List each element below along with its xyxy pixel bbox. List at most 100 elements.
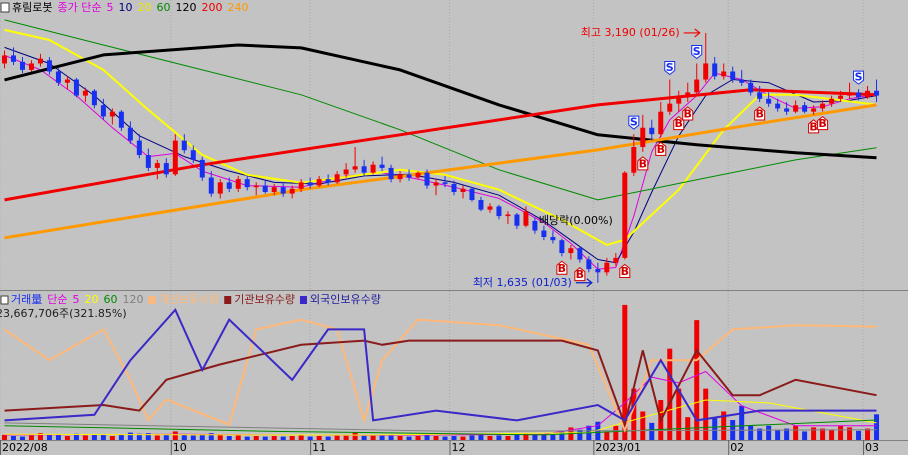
candle-body bbox=[721, 71, 727, 77]
candle-body bbox=[388, 167, 394, 180]
volume-bar bbox=[82, 435, 88, 440]
volume-bar bbox=[775, 429, 781, 440]
candle-body bbox=[874, 90, 880, 96]
signal-marker bbox=[628, 115, 640, 130]
volume-bar bbox=[298, 435, 304, 440]
volume-bar bbox=[811, 427, 817, 440]
signal-label: S bbox=[855, 71, 863, 84]
volume-bar bbox=[496, 435, 502, 440]
candle-body bbox=[478, 200, 484, 210]
volume-bar bbox=[424, 435, 430, 440]
volume-bar bbox=[1, 434, 7, 440]
candle-body bbox=[838, 95, 844, 99]
candle-body bbox=[271, 187, 277, 192]
candle-body bbox=[37, 58, 43, 64]
candle-body bbox=[550, 236, 556, 241]
candle-body bbox=[793, 105, 799, 112]
candle-body bbox=[622, 172, 628, 258]
candle-body bbox=[334, 174, 340, 183]
volume-bar bbox=[622, 304, 628, 440]
volume-bar bbox=[154, 435, 160, 440]
signal-marker bbox=[664, 61, 676, 76]
candle-body bbox=[586, 259, 592, 270]
volume-bar bbox=[217, 434, 223, 440]
volume-bar bbox=[649, 422, 655, 440]
legend-title: 거래量 bbox=[11, 293, 42, 306]
candle-body bbox=[172, 140, 178, 175]
volume-bar bbox=[343, 434, 349, 440]
candle-body bbox=[820, 103, 826, 109]
annotation-arrow bbox=[575, 278, 593, 288]
x-tick-label: 11 bbox=[312, 441, 326, 454]
signal-marker bbox=[637, 156, 649, 171]
candle-body bbox=[280, 187, 286, 194]
signal-label: B bbox=[809, 120, 817, 133]
candle-body bbox=[595, 269, 601, 273]
volume-bar bbox=[379, 435, 385, 440]
candle-body bbox=[568, 248, 574, 254]
volume-bar bbox=[577, 429, 583, 440]
volume-bar bbox=[91, 434, 97, 440]
candle-body bbox=[856, 92, 862, 98]
candle-body bbox=[64, 79, 70, 83]
annotation: 배당락(0.00%) bbox=[539, 214, 613, 227]
x-tick-label: 12 bbox=[452, 441, 466, 454]
volume-bar bbox=[181, 434, 187, 440]
candle-body bbox=[226, 182, 232, 189]
volume-bar bbox=[127, 432, 133, 440]
volume-ma-line bbox=[4, 422, 877, 432]
volume-bar bbox=[388, 434, 394, 440]
volume-bar bbox=[838, 425, 844, 440]
candle-body bbox=[379, 164, 385, 168]
volume-bar bbox=[469, 435, 475, 440]
candle-body bbox=[1, 55, 7, 64]
annotation: 최저 1,635 (01/03) bbox=[473, 276, 572, 289]
volume-bar bbox=[136, 433, 142, 440]
signal-marker bbox=[655, 141, 667, 156]
volume-bar bbox=[829, 429, 835, 440]
volume-bar bbox=[757, 428, 763, 440]
candle-body bbox=[460, 188, 466, 192]
signal-marker bbox=[853, 70, 865, 85]
volume-bar bbox=[766, 425, 772, 440]
candle-body bbox=[685, 92, 691, 96]
candle-body bbox=[28, 63, 34, 70]
holding-line bbox=[4, 307, 877, 422]
volume-bar bbox=[325, 436, 331, 440]
candle-body bbox=[649, 127, 655, 135]
volume-bar bbox=[280, 436, 286, 440]
signal-label: B bbox=[684, 108, 692, 121]
legend-swatch bbox=[224, 296, 232, 304]
ma-line bbox=[4, 103, 877, 240]
candle-body bbox=[433, 182, 439, 186]
candle-body bbox=[136, 140, 142, 156]
volume-bar bbox=[748, 425, 754, 440]
volume-bar bbox=[163, 434, 169, 440]
candle-body bbox=[523, 211, 529, 226]
volume-bar bbox=[406, 436, 412, 440]
volume-bar bbox=[604, 431, 610, 440]
candle-body bbox=[109, 111, 115, 117]
candle-body bbox=[847, 92, 853, 96]
volume-bar bbox=[739, 405, 745, 440]
candle-body bbox=[442, 182, 448, 184]
volume-bar bbox=[865, 428, 871, 440]
signal-marker bbox=[619, 263, 631, 278]
volume-bar bbox=[721, 411, 727, 440]
volume-bar bbox=[397, 436, 403, 440]
volume-bar bbox=[10, 436, 16, 440]
volume-bar bbox=[208, 433, 214, 440]
legend-text: 단순 bbox=[47, 293, 67, 306]
signal-label: B bbox=[639, 157, 647, 170]
candle-body bbox=[46, 60, 52, 72]
x-tick-label: 03 bbox=[865, 441, 879, 454]
ma-line bbox=[4, 19, 877, 201]
legend-entry: 외국인보유수량 bbox=[310, 293, 381, 306]
candle-body bbox=[217, 182, 223, 194]
candle-body bbox=[730, 71, 736, 80]
candle-body bbox=[784, 108, 790, 112]
candle-body bbox=[19, 61, 25, 70]
candle-body bbox=[451, 183, 457, 192]
